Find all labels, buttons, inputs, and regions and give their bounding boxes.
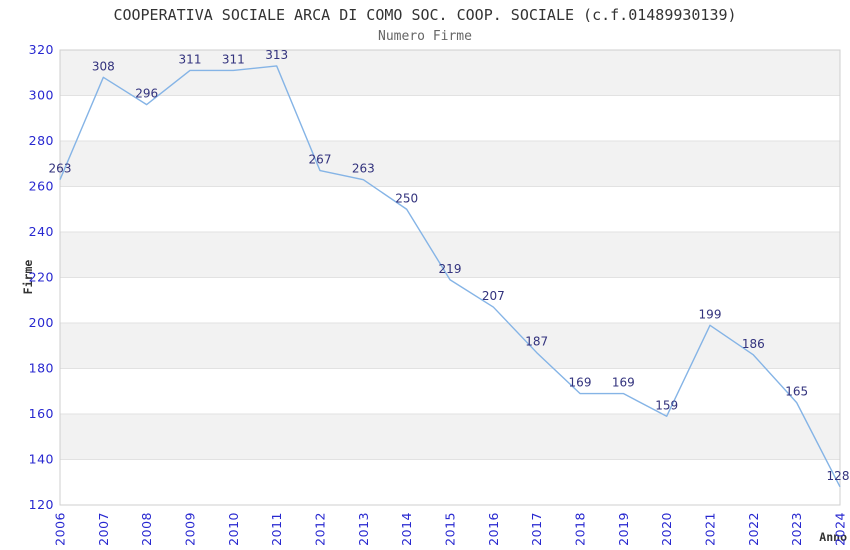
point-label: 207 [482,289,505,303]
y-axis-tick-label: 180 [29,361,54,376]
point-label: 311 [222,52,245,66]
y-axis-tick-label: 120 [29,497,54,512]
x-axis-tick-label: 2006 [53,512,68,546]
point-label: 187 [525,335,548,349]
x-axis-title: Anno [819,530,847,544]
point-label: 267 [309,153,332,167]
y-axis-tick-label: 240 [29,224,54,239]
point-label: 219 [439,262,462,276]
chart-title: COOPERATIVA SOCIALE ARCA DI COMO SOC. CO… [113,6,737,24]
point-label: 165 [785,385,808,399]
plot-band [60,141,840,187]
plot-band [60,50,840,96]
y-axis-tick-label: 160 [29,406,54,421]
y-axis-tick-label: 220 [29,270,54,285]
point-label: 250 [395,191,418,205]
x-axis-tick-label: 2024 [833,512,848,546]
point-label: 169 [569,376,592,390]
point-label: 308 [92,59,115,73]
y-axis-tick-label: 260 [29,179,54,194]
x-axis-tick-label: 2008 [139,512,154,546]
point-label: 296 [135,87,158,101]
x-axis-tick-label: 2018 [573,512,588,546]
x-axis-tick-label: 2013 [356,512,371,546]
x-axis-tick-label: 2022 [746,512,761,546]
point-label: 263 [49,162,72,176]
x-axis-tick-label: 2021 [703,512,718,546]
x-axis-tick-label: 2015 [443,512,458,546]
point-label: 263 [352,162,375,176]
y-axis-tick-label: 200 [29,315,54,330]
y-axis-tick-label: 280 [29,133,54,148]
plot-band [60,414,840,460]
x-axis-tick-label: 2020 [659,512,674,546]
data-line [59,65,841,488]
y-axis-tick-label: 300 [29,88,54,103]
point-label: 199 [699,307,722,321]
plot-border [59,49,841,506]
y-axis-title: Firme [21,260,35,295]
point-label: 186 [742,337,765,351]
y-axis-tick-label: 140 [29,452,54,467]
chart-subtitle: Numero Firme [378,29,472,44]
x-axis-tick-label: 2007 [96,512,111,546]
x-axis-tick-label: 2023 [789,512,804,546]
point-label: 169 [612,376,635,390]
point-label: 311 [179,52,202,66]
x-axis-tick-label: 2010 [226,512,241,546]
x-axis-tick-label: 2019 [616,512,631,546]
plot-band [60,323,840,369]
point-label: 159 [655,398,678,412]
x-axis-tick-label: 2017 [529,512,544,546]
point-label: 128 [827,469,850,483]
x-axis-tick-label: 2012 [313,512,328,546]
x-axis-tick-label: 2011 [269,512,284,546]
point-label: 313 [265,48,288,62]
y-axis-tick-label: 320 [29,42,54,57]
plot-band [60,232,840,278]
x-axis-tick-label: 2016 [486,512,501,546]
x-axis-tick-label: 2014 [399,512,414,546]
x-axis-tick-label: 2009 [183,512,198,546]
